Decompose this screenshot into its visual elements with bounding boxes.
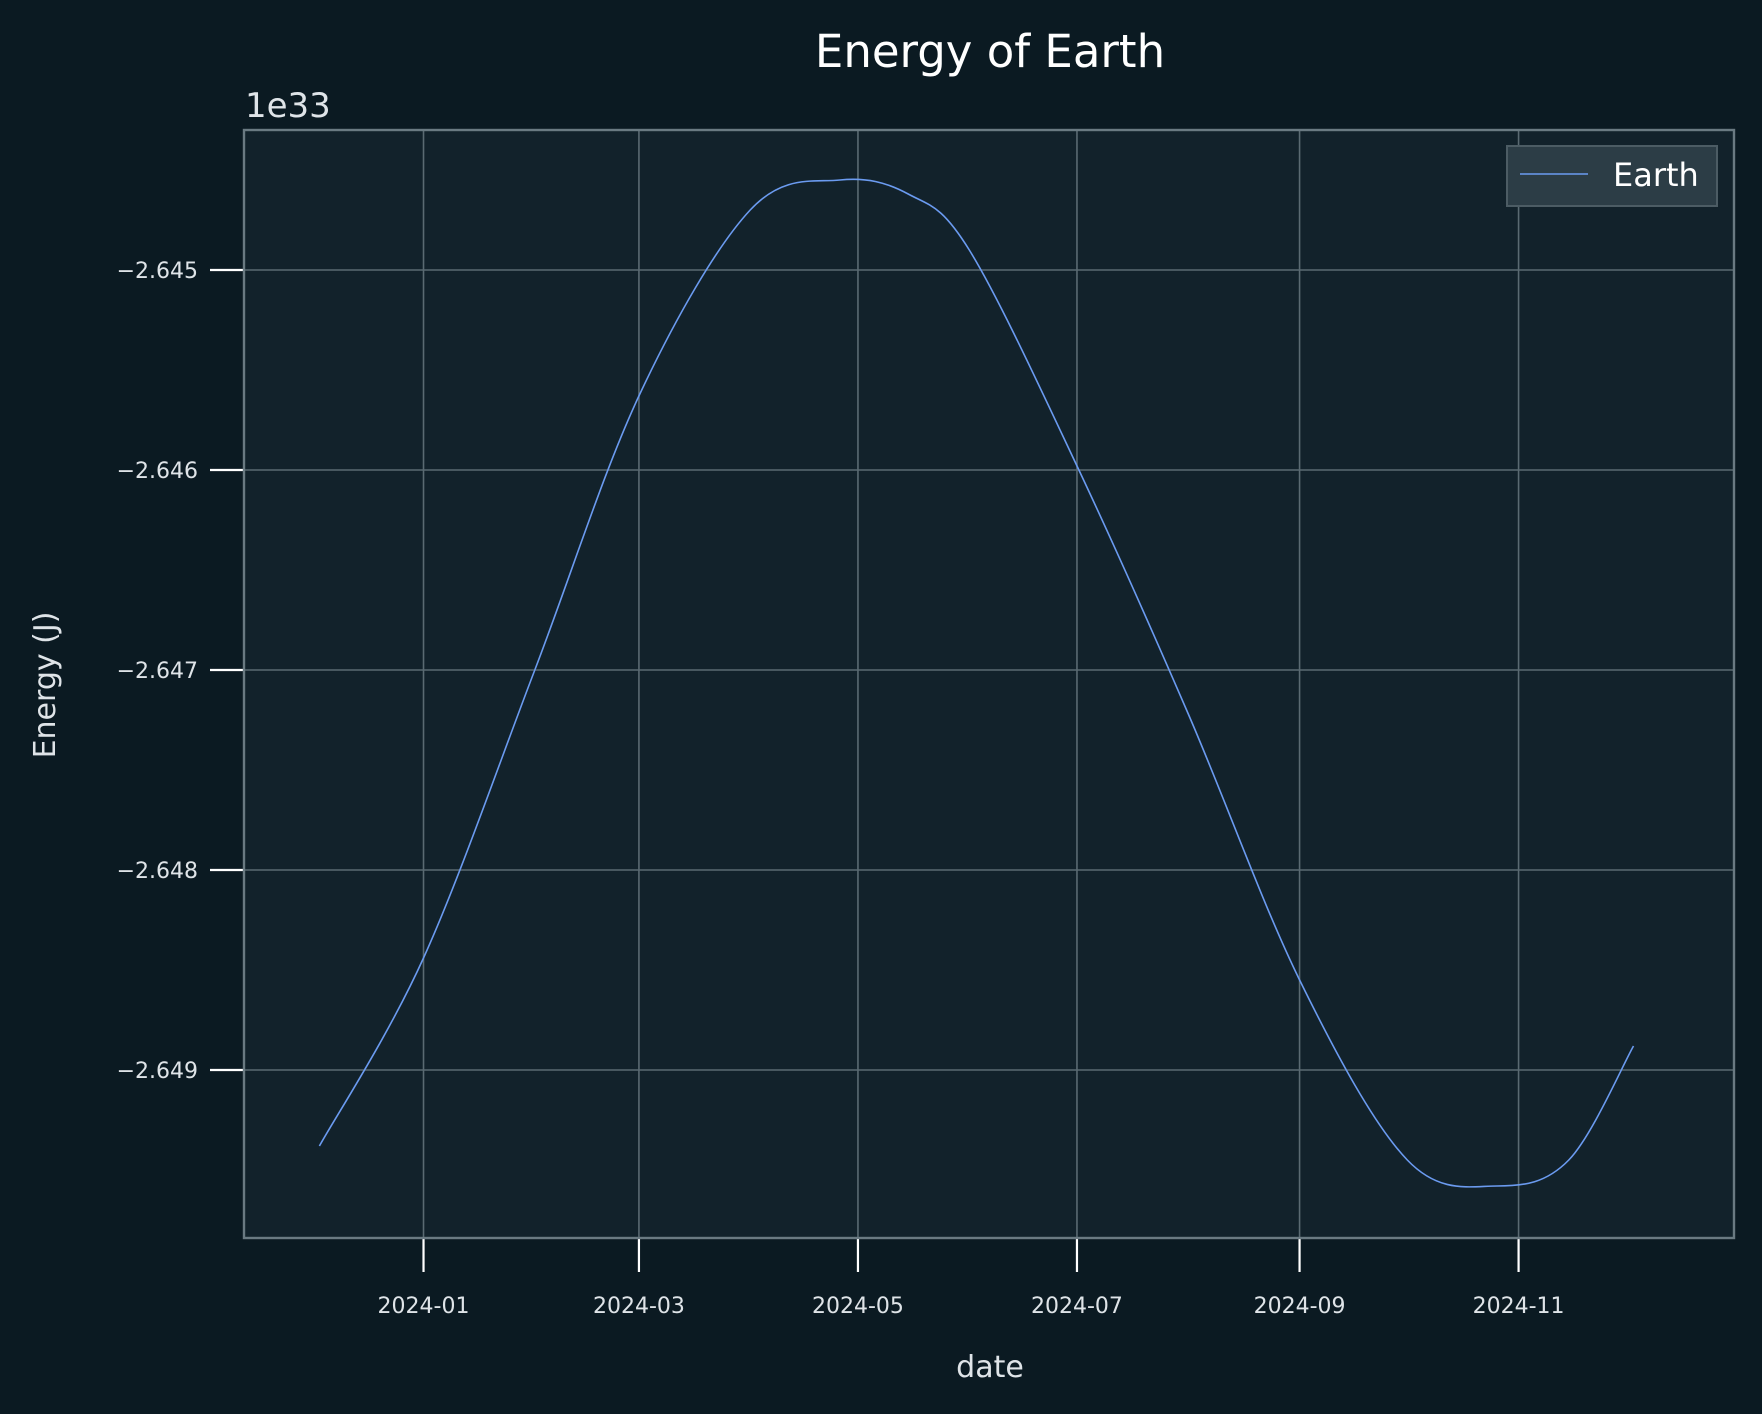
- x-tick-label: 2024-05: [812, 1294, 904, 1319]
- legend: Earth: [1506, 145, 1718, 207]
- x-tick-label: 2024-11: [1473, 1294, 1565, 1319]
- plot-frame: [242, 128, 1736, 1240]
- series-layer: [318, 178, 1635, 1188]
- y-tick-label: −2.649: [117, 1059, 198, 1084]
- tick-labels: 2024-01 2024-03 2024-05 2024-07 2024-09 2024-…: [117, 259, 1565, 1319]
- series-line-earth: [318, 178, 1635, 1188]
- y-tick-label: −2.648: [117, 859, 198, 884]
- plot-area: [244, 130, 1734, 1238]
- y-tick-label: −2.646: [117, 459, 198, 484]
- y-tick-label: −2.647: [117, 659, 198, 684]
- legend-label-earth: Earth: [1613, 156, 1699, 194]
- y-offset-label: 1e33: [245, 86, 331, 126]
- x-tick-label: 2024-09: [1254, 1294, 1346, 1319]
- x-tick-label: 2024-07: [1031, 1294, 1123, 1319]
- axes: [210, 128, 1736, 1272]
- x-tick-label: 2024-03: [593, 1294, 685, 1319]
- grid-lines: [244, 130, 1734, 1238]
- chart-title: Energy of Earth: [815, 25, 1165, 78]
- y-tick-label: −2.645: [117, 259, 198, 284]
- y-axis-label: Energy (J): [28, 612, 63, 759]
- x-axis-label: date: [956, 1350, 1024, 1385]
- x-tick-label: 2024-01: [378, 1294, 470, 1319]
- legend-box: [1506, 145, 1718, 207]
